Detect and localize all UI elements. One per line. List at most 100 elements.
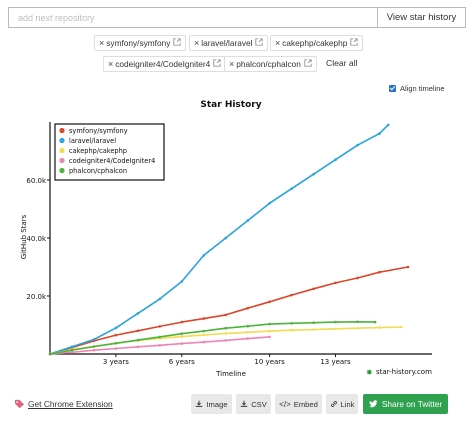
data-point: [114, 326, 118, 330]
legend-marker: [59, 167, 65, 174]
link-button-label: Link: [340, 399, 355, 409]
data-point: [158, 335, 162, 339]
data-point: [180, 320, 184, 324]
data-point: [356, 143, 359, 147]
data-point: [378, 132, 381, 135]
y-tick-label: 40.0k: [26, 235, 47, 243]
data-point: [312, 321, 315, 325]
data-point: [246, 219, 249, 222]
data-point: [400, 325, 403, 329]
repo-chip-phalcon[interactable]: × phalcon/cphalcon: [224, 56, 317, 72]
data-point: [70, 348, 74, 352]
legend-marker: [59, 137, 65, 144]
data-point: [378, 326, 381, 329]
data-point: [334, 158, 337, 161]
repo-chip-label: symfony/symfony: [106, 38, 171, 48]
share-on-twitter-button[interactable]: Share on Twitter: [363, 394, 448, 414]
image-button[interactable]: Image: [191, 394, 232, 414]
repo-chip-laravel[interactable]: × laravel/laravel: [189, 35, 269, 51]
watermark-text: star-history.com: [376, 368, 432, 376]
data-point: [268, 329, 271, 333]
align-timeline-toggle[interactable]: Align timeline: [389, 84, 445, 93]
link-button[interactable]: Link: [326, 394, 358, 414]
data-point: [114, 347, 118, 350]
data-point: [378, 270, 381, 274]
download-icon: [240, 400, 248, 408]
data-point: [246, 337, 249, 340]
data-point: [290, 187, 293, 190]
external-link-icon[interactable]: [173, 38, 182, 48]
external-link-icon[interactable]: [255, 38, 264, 48]
data-point: [136, 338, 140, 342]
watermark: ✸ star-history.com: [366, 368, 432, 377]
star-history-chart: Star History GitHub Stars Timeline 20.0k…: [20, 100, 432, 378]
repo-chip-label: cakephp/cakephp: [282, 38, 348, 48]
series-line: [49, 266, 409, 355]
repo-chip-label: phalcon/cphalcon: [236, 59, 301, 69]
legend-marker: [59, 157, 65, 164]
series-symfony/symfony: [48, 265, 410, 356]
repo-search-input[interactable]: [9, 8, 377, 27]
data-point: [180, 280, 184, 283]
data-point: [334, 320, 337, 324]
y-tick-label: 20.0k: [26, 293, 47, 301]
axis-ticks: 20.0k 40.0k 60.0k 3 years 6 years 10 years 13 …: [26, 177, 351, 366]
remove-icon[interactable]: ×: [275, 38, 281, 48]
data-point: [158, 297, 162, 301]
series-line: [49, 321, 376, 355]
external-link-icon[interactable]: [350, 38, 358, 48]
link-icon: [330, 400, 338, 408]
data-point: [202, 254, 205, 257]
data-point: [180, 342, 184, 345]
external-link-icon[interactable]: [304, 59, 312, 69]
data-point: [246, 306, 249, 310]
data-point: [180, 332, 184, 336]
legend-label: phalcon/cphalcon: [69, 167, 127, 175]
data-point: [224, 236, 227, 240]
data-point: [136, 329, 140, 333]
remove-icon[interactable]: ×: [99, 38, 105, 48]
data-point: [224, 313, 227, 317]
data-point: [202, 333, 205, 337]
repo-chip-codeigniter4[interactable]: × codeigniter4/CodeIgniter4: [103, 56, 227, 72]
data-point: [356, 320, 359, 324]
y-tick-label: 60.0k: [26, 177, 47, 185]
series-phalcon/cphalcon: [48, 320, 377, 356]
remove-icon[interactable]: ×: [229, 59, 235, 69]
view-star-history-button[interactable]: View star history: [377, 8, 465, 27]
tag-icon: [14, 399, 25, 409]
external-link-icon[interactable]: [213, 59, 221, 69]
embed-button[interactable]: </> Embed: [275, 394, 322, 414]
data-point: [312, 328, 315, 331]
data-point: [290, 322, 293, 325]
remove-icon[interactable]: ×: [194, 38, 200, 48]
csv-button[interactable]: CSV: [236, 394, 271, 414]
data-point: [136, 345, 140, 349]
remove-icon[interactable]: ×: [108, 59, 114, 69]
download-icon: [195, 400, 203, 408]
x-tick-label: 6 years: [169, 358, 195, 366]
data-point: [114, 342, 118, 345]
data-point: [386, 123, 390, 127]
twitter-icon: [368, 400, 378, 408]
data-point: [334, 327, 337, 331]
share-button-label: Share on Twitter: [381, 399, 443, 409]
repo-chip-symfony[interactable]: × symfony/symfony: [94, 35, 187, 51]
data-point: [202, 340, 205, 344]
repo-chip-cakephp[interactable]: × cakephp/cakephp: [270, 35, 364, 51]
data-point: [356, 276, 359, 280]
data-point: [92, 338, 96, 341]
chart-series: [48, 123, 410, 356]
data-point: [290, 328, 293, 332]
data-point: [268, 335, 271, 339]
legend-label: cakephp/cakephp: [69, 147, 127, 155]
embed-button-label: Embed: [293, 399, 318, 409]
x-tick-label: 10 years: [254, 358, 285, 366]
chrome-extension-link[interactable]: Get Chrome Extension: [14, 399, 113, 409]
legend-label: symfony/symfony: [69, 127, 128, 135]
clear-all-button[interactable]: Clear all: [326, 58, 358, 68]
watermark-star-icon: ✸: [366, 368, 373, 377]
align-timeline-checkbox[interactable]: [389, 85, 396, 92]
data-point: [202, 329, 205, 333]
data-point: [202, 317, 205, 320]
